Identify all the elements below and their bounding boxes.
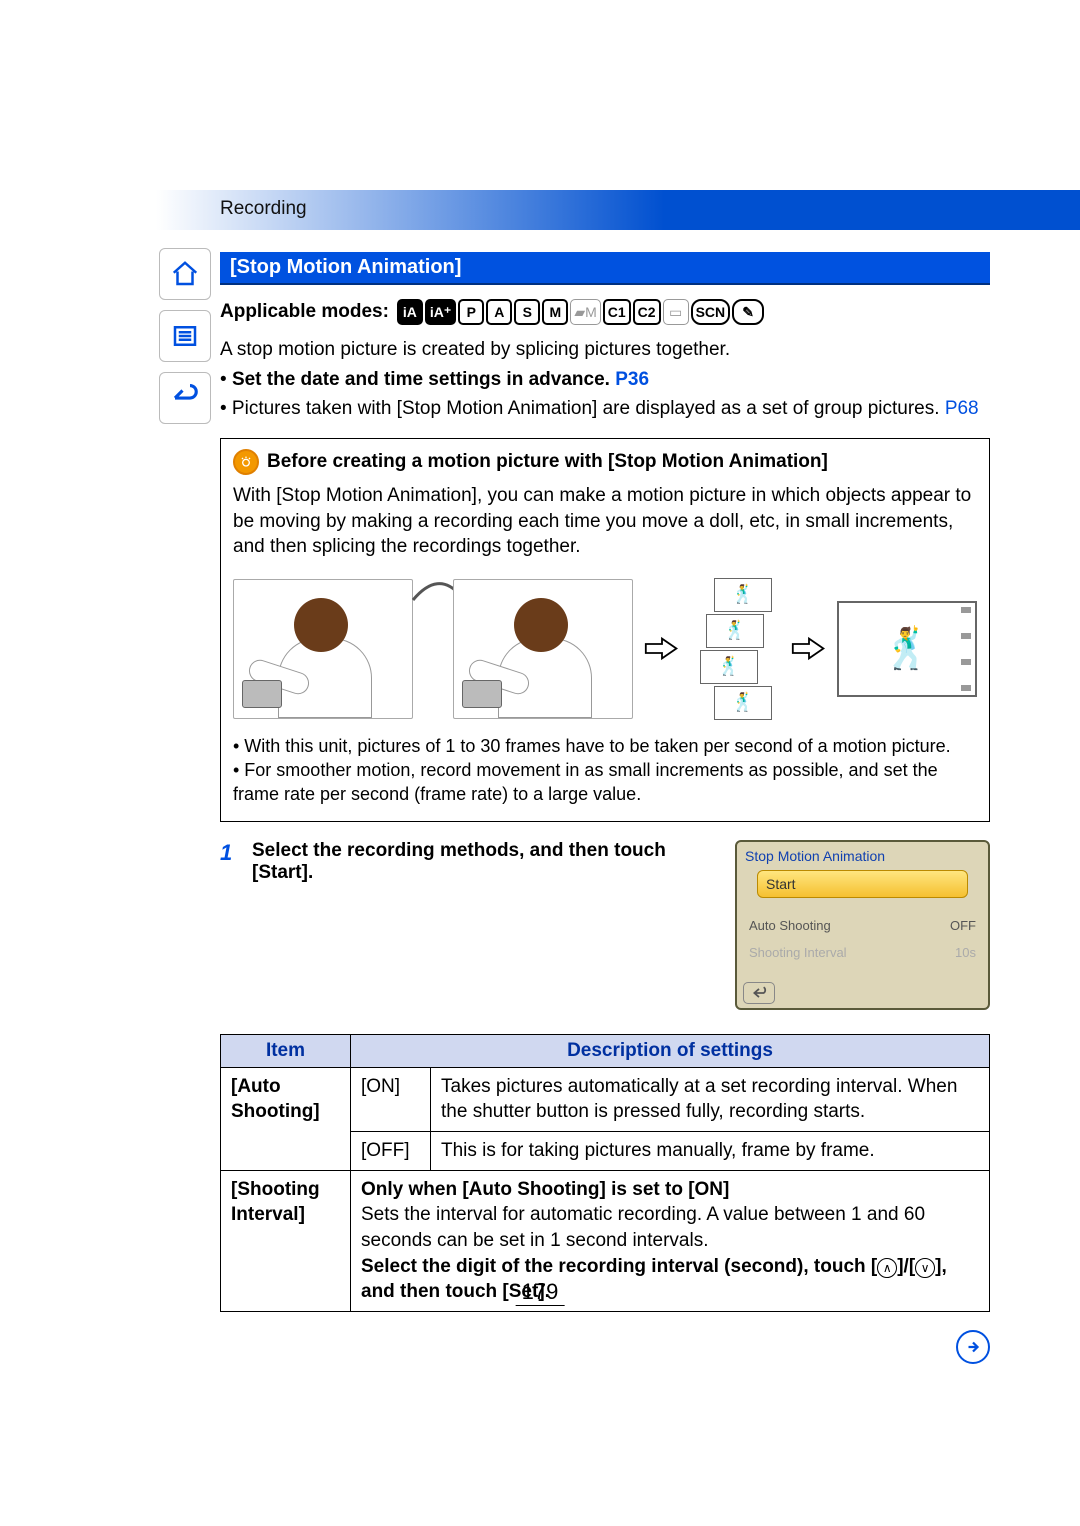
interval-line: Sets the interval for automatic recordin… bbox=[361, 1204, 925, 1251]
link-p68[interactable]: P68 bbox=[945, 398, 979, 419]
td-on-desc: Takes pictures automatically at a set re… bbox=[431, 1067, 990, 1131]
td-shooting-interval: [Shooting Interval] bbox=[221, 1170, 351, 1311]
bullet-set-date: • Set the date and time settings in adva… bbox=[220, 367, 990, 393]
intro-text: A stop motion picture is created by spli… bbox=[220, 337, 990, 363]
illus-frame-stack: 🕺 🕺 🕺 🕺 bbox=[690, 578, 780, 720]
mode-c2-icon: C2 bbox=[633, 299, 661, 325]
next-page-row bbox=[220, 1330, 990, 1364]
illustration-row: 🕺 🕺 🕺 🕺 🕺 bbox=[233, 574, 977, 724]
mode-s-icon: S bbox=[514, 299, 540, 325]
callout-body: With [Stop Motion Animation], you can ma… bbox=[233, 483, 977, 560]
home-icon[interactable] bbox=[159, 248, 211, 300]
step-number: 1 bbox=[220, 840, 238, 1010]
next-page-icon[interactable] bbox=[956, 1330, 990, 1364]
breadcrumb: Recording bbox=[220, 198, 307, 220]
applicable-label: Applicable modes: bbox=[220, 301, 389, 323]
callout-title-text: Before creating a motion picture with [S… bbox=[267, 451, 828, 473]
td-off-desc: This is for taking pictures manually, fr… bbox=[431, 1132, 990, 1171]
menu-auto-label: Auto Shooting bbox=[749, 918, 831, 933]
callout-box: Before creating a motion picture with [S… bbox=[220, 438, 990, 822]
applicable-modes-row: Applicable modes: iA iA⁺ P A S M ▰M C1 C… bbox=[220, 299, 990, 325]
menu-back-icon bbox=[743, 982, 775, 1004]
bullet1-text: Set the date and time settings in advanc… bbox=[232, 369, 615, 390]
step-text: Select the recording methods, and then t… bbox=[252, 840, 721, 1010]
menu-interval-value: 10s bbox=[955, 945, 976, 960]
mode-ia-icon: iA bbox=[397, 299, 423, 325]
up-icon: ∧ bbox=[877, 1258, 897, 1278]
page-number: 179 bbox=[516, 1279, 565, 1306]
settings-table: Item Description of settings [Auto Shoot… bbox=[220, 1034, 990, 1312]
section-title: [Stop Motion Animation] bbox=[220, 252, 990, 285]
tip-icon bbox=[233, 449, 259, 475]
toc-icon[interactable] bbox=[159, 310, 211, 362]
interval-select-a: Select the digit of the recording interv… bbox=[361, 1256, 877, 1277]
illus-shooting-1 bbox=[233, 579, 413, 719]
step-1-row: 1 Select the recording methods, and then… bbox=[220, 840, 990, 1010]
arrow-right-icon bbox=[644, 635, 680, 662]
bullet2-text: • Pictures taken with [Stop Motion Anima… bbox=[220, 398, 945, 419]
illus-result-frame: 🕺 bbox=[837, 601, 977, 697]
menu-row-interval: Shooting Interval 10s bbox=[743, 941, 982, 964]
side-nav bbox=[159, 248, 211, 424]
note-smoother: • For smoother motion, record movement i… bbox=[233, 758, 977, 807]
arrow-right-icon bbox=[791, 635, 827, 662]
bullet-group-pictures: • Pictures taken with [Stop Motion Anima… bbox=[220, 396, 990, 422]
menu-title: Stop Motion Animation bbox=[743, 846, 982, 866]
interval-cond: Only when [Auto Shooting] is set to [ON] bbox=[361, 1179, 729, 1200]
th-desc: Description of settings bbox=[351, 1034, 990, 1067]
mode-p-icon: P bbox=[458, 299, 484, 325]
mode-c1-icon: C1 bbox=[603, 299, 631, 325]
mode-scn-icon: SCN bbox=[691, 299, 731, 325]
menu-start-button: Start bbox=[757, 870, 968, 898]
menu-interval-label: Shooting Interval bbox=[749, 945, 847, 960]
mode-iaplus-icon: iA⁺ bbox=[425, 299, 456, 325]
bullet-dot: • bbox=[220, 369, 232, 390]
th-item: Item bbox=[221, 1034, 351, 1067]
menu-auto-value: OFF bbox=[950, 918, 976, 933]
mode-m-icon: M bbox=[542, 299, 568, 325]
link-p36[interactable]: P36 bbox=[615, 369, 649, 390]
menu-row-auto: Auto Shooting OFF bbox=[743, 914, 982, 937]
td-off: [OFF] bbox=[351, 1132, 431, 1171]
mode-palette-icon: ✎ bbox=[732, 299, 764, 325]
mode-panorama-icon: ▭ bbox=[663, 299, 689, 325]
note-frames: • With this unit, pictures of 1 to 30 fr… bbox=[233, 734, 977, 758]
interval-select-b: ]/[ bbox=[897, 1256, 915, 1277]
content-area: [Stop Motion Animation] Applicable modes… bbox=[220, 252, 990, 1364]
menu-screenshot: Stop Motion Animation Start Auto Shootin… bbox=[735, 840, 990, 1010]
illus-shooting-2 bbox=[453, 579, 633, 719]
down-icon: ∨ bbox=[915, 1258, 935, 1278]
td-interval-desc: Only when [Auto Shooting] is set to [ON]… bbox=[351, 1170, 990, 1311]
back-icon[interactable] bbox=[159, 372, 211, 424]
td-on: [ON] bbox=[351, 1067, 431, 1131]
mode-movie-icon: ▰M bbox=[570, 299, 600, 325]
mode-a-icon: A bbox=[486, 299, 512, 325]
td-auto-shooting: [Auto Shooting] bbox=[221, 1067, 351, 1170]
mode-icon-set: iA iA⁺ P A S M ▰M C1 C2 ▭ SCN ✎ bbox=[397, 299, 764, 325]
